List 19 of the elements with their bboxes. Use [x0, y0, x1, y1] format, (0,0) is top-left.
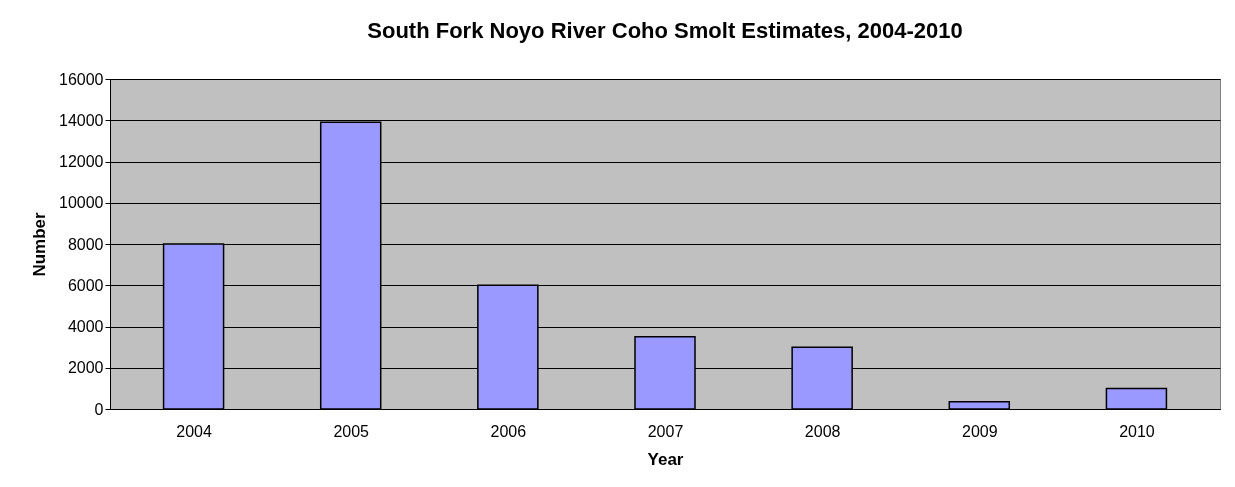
y-tick-label: 6000 [67, 276, 104, 294]
x-tick-label: 2008 [804, 422, 841, 440]
x-tick-label: 2004 [176, 422, 212, 440]
y-tick-label: 12000 [59, 153, 104, 170]
y-tick-label: 16000 [59, 70, 104, 88]
x-tick-label: 2007 [647, 422, 684, 440]
x-tick-label: 2006 [490, 422, 527, 440]
x-axis-title: Year [647, 449, 684, 469]
chart-title: South Fork Noyo River Coho Smolt Estimates, 2004-2010 [367, 18, 963, 43]
y-axis-title: Number [30, 212, 50, 277]
y-tick-label: 0 [94, 400, 104, 418]
y-tick-label: 4000 [67, 318, 104, 335]
y-tick-label: 10000 [59, 194, 104, 212]
y-tick-label: 14000 [59, 111, 104, 129]
x-tick-label: 2009 [961, 422, 998, 440]
x-tick-label: 2010 [1119, 422, 1155, 440]
y-tick-label: 8000 [67, 235, 104, 253]
x-tick-label: 2005 [333, 422, 370, 440]
y-tick-label: 2000 [67, 359, 104, 377]
